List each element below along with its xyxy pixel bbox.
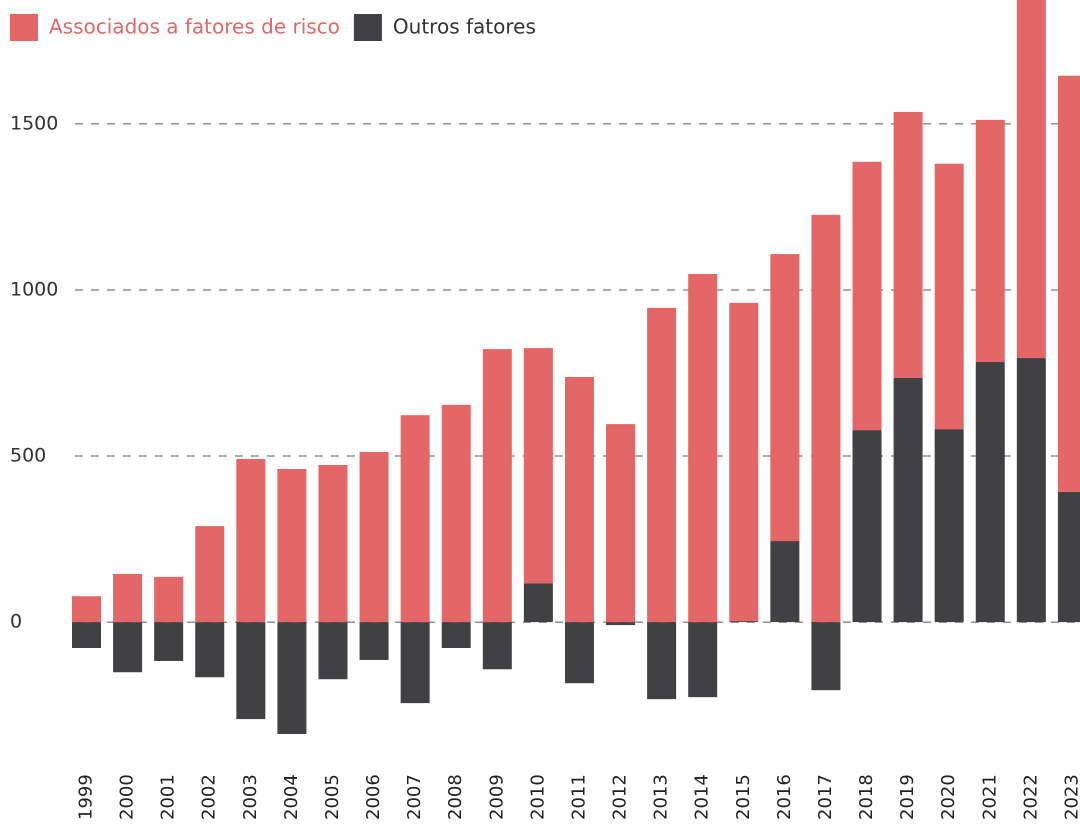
bar [729,302,759,622]
x-tick-label: 2016 [774,774,795,820]
bar [647,307,677,623]
bar [523,348,553,584]
y-tick-label: 0 [10,611,22,633]
bar [811,214,841,623]
legend-label: Associados a fatores de risco [49,15,340,39]
x-tick-label: 2003 [240,774,261,820]
x-tick-label: 2008 [445,774,466,820]
bar [975,119,1005,363]
bar [893,111,923,378]
y-tick-label: 1500 [10,112,58,134]
bar [1057,75,1080,492]
x-tick-label: 2006 [363,774,384,820]
bar [729,621,759,623]
bar [154,622,184,661]
x-tick-label: 2020 [938,774,959,820]
x-tick-label: 2013 [651,774,672,820]
legend-swatch [10,14,38,41]
x-tick-label: 2021 [979,774,1000,820]
bar [811,622,841,691]
bar [236,459,266,623]
bar [441,622,471,648]
bar [113,622,143,673]
x-tick-label: 2004 [281,774,302,820]
x-tick-label: 1999 [76,774,97,820]
x-tick-label: 2011 [568,774,589,820]
bar [1016,0,1046,359]
bar [482,622,512,670]
legend-label: Outros fatores [393,15,536,39]
bar [277,622,307,735]
x-tick-label: 2018 [856,774,877,820]
y-tick-label: 1000 [10,278,58,300]
x-axis: 1999 2000 2001 2002 2003 2004 2005 2006 2007 2008… [76,774,1080,820]
bar [606,424,636,623]
bar [72,596,101,623]
bar [359,622,389,660]
x-tick-label: 2001 [158,774,179,820]
x-tick-label: 2017 [815,774,836,820]
x-tick-label: 2009 [486,774,507,820]
x-tick-label: 2002 [199,774,220,820]
bar [195,622,225,678]
bar [318,464,348,623]
x-tick-label: 2019 [897,774,918,820]
x-tick-label: 2012 [610,774,631,820]
x-tick-label: 2000 [117,774,138,820]
bar [359,452,389,623]
bar [154,576,184,623]
bar [688,274,718,623]
bar [688,622,718,698]
bar [606,622,636,626]
x-tick-label: 2005 [322,774,343,820]
legend: Associados a fatores de risco Outros fato… [10,14,536,41]
bar [1057,491,1080,623]
bars [72,0,1080,735]
bar [236,622,266,720]
bar [113,573,143,623]
bar [277,468,307,623]
x-tick-label: 2015 [733,774,754,820]
bar [400,622,430,704]
bar [318,622,348,680]
bar [975,362,1005,623]
bar [441,404,471,623]
bar [934,163,964,430]
x-tick-label: 2022 [1020,774,1041,820]
bar [852,430,882,623]
bar [564,376,594,623]
x-tick-label: 2007 [404,774,425,820]
legend-swatch [353,14,382,41]
bar [1016,358,1046,623]
x-tick-label: 2023 [1061,774,1080,820]
x-tick-label: 2014 [692,774,713,820]
bar [523,583,553,623]
bar [893,377,923,623]
bar [195,526,225,623]
bar [482,349,512,623]
bar [400,415,430,623]
bar [852,161,882,431]
bar [770,254,800,542]
bar [934,429,964,623]
bar [564,622,594,684]
bar [72,622,101,648]
x-tick-label: 2010 [527,774,548,820]
bar [647,622,677,700]
bar [770,541,800,623]
y-tick-label: 500 [10,445,46,467]
